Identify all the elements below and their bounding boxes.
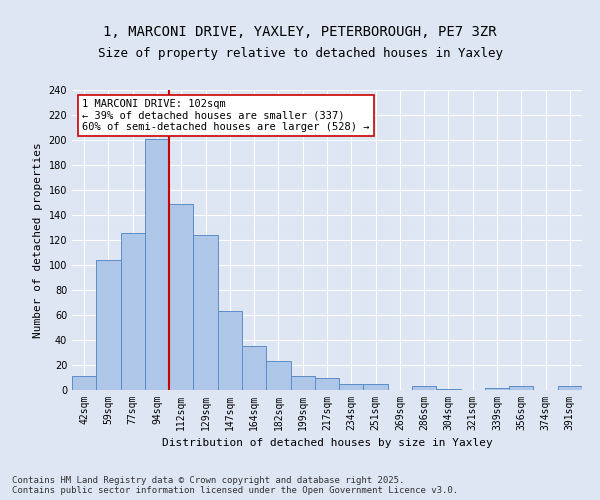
Bar [121,232,145,390]
Bar [145,138,169,390]
Bar [315,378,339,390]
Text: Contains HM Land Registry data © Crown copyright and database right 2025.
Contai: Contains HM Land Registry data © Crown c… [12,476,458,495]
Y-axis label: Number of detached properties: Number of detached properties [33,142,43,338]
Text: Size of property relative to detached houses in Yaxley: Size of property relative to detached ho… [97,48,503,60]
Bar [412,386,436,390]
Bar [242,346,266,390]
Text: 1 MARCONI DRIVE: 102sqm
← 39% of detached houses are smaller (337)
60% of semi-d: 1 MARCONI DRIVE: 102sqm ← 39% of detache… [82,99,370,132]
X-axis label: Distribution of detached houses by size in Yaxley: Distribution of detached houses by size … [161,438,493,448]
Bar [339,384,364,390]
Bar [364,384,388,390]
Bar [169,204,193,390]
Bar [436,389,461,390]
Bar [193,235,218,390]
Bar [509,386,533,390]
Bar [72,376,96,390]
Text: 1, MARCONI DRIVE, YAXLEY, PETERBOROUGH, PE7 3ZR: 1, MARCONI DRIVE, YAXLEY, PETERBOROUGH, … [103,25,497,39]
Bar [218,311,242,390]
Bar [96,260,121,390]
Bar [266,361,290,390]
Bar [558,386,582,390]
Bar [485,388,509,390]
Bar [290,376,315,390]
